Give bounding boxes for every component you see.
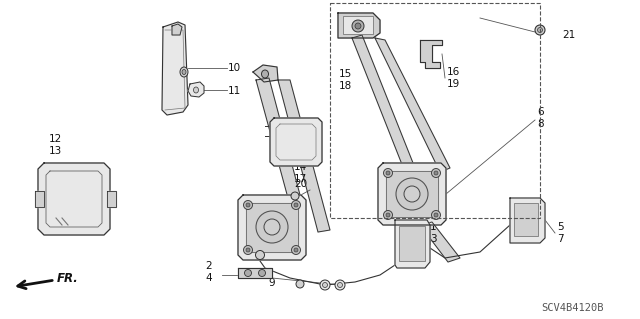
- Circle shape: [355, 23, 361, 29]
- Polygon shape: [162, 22, 188, 115]
- Circle shape: [291, 201, 301, 210]
- Polygon shape: [510, 198, 545, 243]
- Circle shape: [243, 246, 253, 255]
- Circle shape: [291, 192, 299, 200]
- Circle shape: [291, 246, 301, 255]
- Text: 21: 21: [268, 240, 281, 250]
- Polygon shape: [246, 203, 298, 252]
- Polygon shape: [238, 195, 306, 260]
- Polygon shape: [278, 80, 330, 232]
- Ellipse shape: [182, 70, 186, 75]
- Circle shape: [337, 283, 342, 287]
- Text: 16
19: 16 19: [447, 67, 460, 89]
- Circle shape: [259, 270, 266, 277]
- Text: 10: 10: [228, 63, 241, 73]
- Circle shape: [396, 178, 428, 210]
- Circle shape: [383, 168, 392, 177]
- Polygon shape: [107, 191, 116, 207]
- Ellipse shape: [193, 87, 198, 93]
- Circle shape: [255, 250, 264, 259]
- Ellipse shape: [262, 70, 269, 78]
- Circle shape: [296, 280, 304, 288]
- Circle shape: [244, 270, 252, 277]
- Circle shape: [538, 27, 543, 33]
- Polygon shape: [172, 24, 182, 35]
- Circle shape: [264, 219, 280, 235]
- Circle shape: [383, 211, 392, 219]
- Circle shape: [294, 248, 298, 252]
- Polygon shape: [386, 171, 438, 217]
- Polygon shape: [256, 78, 300, 198]
- Polygon shape: [420, 40, 442, 68]
- Circle shape: [352, 20, 364, 32]
- Text: 11: 11: [228, 86, 241, 96]
- Circle shape: [335, 280, 345, 290]
- Text: 12
13: 12 13: [49, 134, 61, 156]
- Circle shape: [256, 211, 288, 243]
- Text: 15
18: 15 18: [339, 69, 351, 91]
- Circle shape: [431, 168, 440, 177]
- Text: 5
7: 5 7: [557, 222, 564, 244]
- Ellipse shape: [180, 67, 188, 77]
- Polygon shape: [375, 38, 450, 172]
- Polygon shape: [188, 82, 204, 97]
- Circle shape: [246, 203, 250, 207]
- Text: 20: 20: [294, 179, 307, 189]
- Polygon shape: [338, 13, 380, 38]
- Bar: [514, 203, 538, 236]
- Circle shape: [320, 280, 330, 290]
- Polygon shape: [395, 220, 430, 268]
- Polygon shape: [238, 268, 272, 278]
- Polygon shape: [38, 163, 110, 235]
- Text: SCV4B4120B: SCV4B4120B: [541, 303, 604, 313]
- Polygon shape: [35, 191, 44, 207]
- Polygon shape: [270, 118, 322, 166]
- Circle shape: [323, 283, 328, 287]
- Text: 1
3: 1 3: [430, 222, 436, 244]
- Text: 2
4: 2 4: [205, 261, 212, 283]
- Circle shape: [386, 213, 390, 217]
- Polygon shape: [378, 163, 446, 225]
- Bar: [399, 226, 425, 261]
- Bar: [343, 16, 373, 34]
- Circle shape: [404, 186, 420, 202]
- Polygon shape: [420, 222, 460, 262]
- Text: 6
8: 6 8: [537, 107, 543, 129]
- Circle shape: [246, 248, 250, 252]
- Circle shape: [294, 203, 298, 207]
- Polygon shape: [253, 65, 278, 82]
- Text: FR.: FR.: [57, 271, 79, 285]
- Circle shape: [434, 213, 438, 217]
- Text: 21: 21: [562, 30, 575, 40]
- Circle shape: [535, 25, 545, 35]
- Circle shape: [434, 171, 438, 175]
- Text: 9: 9: [268, 278, 275, 288]
- Polygon shape: [352, 35, 415, 172]
- Circle shape: [243, 201, 253, 210]
- Circle shape: [386, 171, 390, 175]
- Bar: [330, 3, 540, 218]
- Text: 14
17: 14 17: [293, 162, 307, 184]
- Circle shape: [431, 211, 440, 219]
